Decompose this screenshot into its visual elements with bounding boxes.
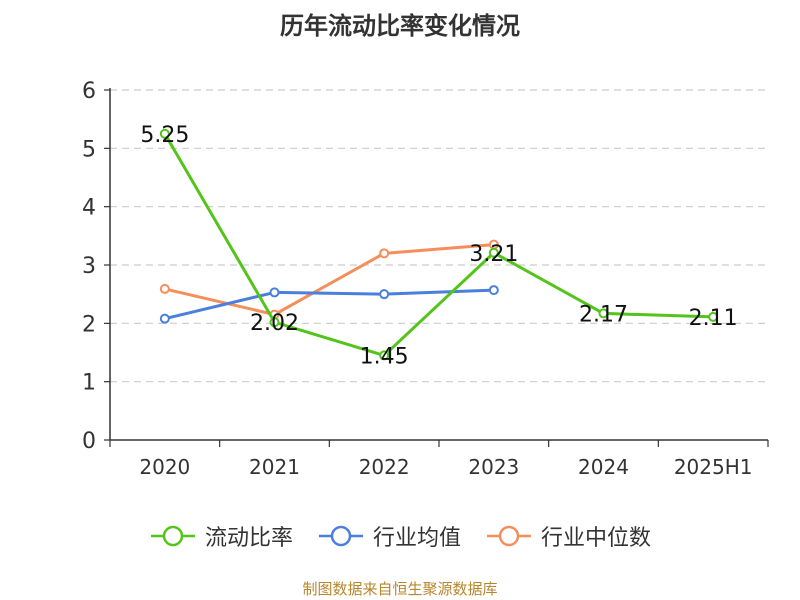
data-point[interactable] [708,311,719,322]
legend-label-series-2: 行业均值 [372,526,461,551]
y-tick-label: 6 [82,79,96,104]
data-point[interactable] [159,283,170,294]
legend-item-series-2[interactable]: 行业均值 [317,520,461,552]
x-tick-label: 2021 [249,455,300,479]
data-point[interactable] [269,287,280,298]
x-tick-label: 2025H1 [674,455,753,479]
data-point[interactable] [488,285,499,296]
data-label: 2.11 [689,306,738,331]
source-note: 制图数据来自恒生聚源数据库 [302,580,498,598]
data-label: 2.17 [579,302,628,327]
legend-line-circle-icon [150,525,195,547]
data-label: 1.45 [360,344,409,369]
data-point[interactable] [379,350,390,361]
x-tick-label: 2024 [578,455,629,479]
legend-label-series-3: 行业中位数 [541,526,652,551]
data-point[interactable] [488,247,499,258]
series-line-3 [164,243,494,317]
data-point[interactable] [269,317,280,328]
legend-item-series-1[interactable]: 流动比率 [149,520,293,552]
y-tick-label: 0 [82,429,96,454]
data-point[interactable] [379,248,390,259]
legend-item-series-3[interactable]: 行业中位数 [485,520,651,552]
legend-line-circle-icon [487,525,531,547]
data-label: 3.21 [469,242,518,267]
data-label: 5.25 [140,123,189,148]
data-point[interactable] [159,128,170,139]
legend-label-series-1: 流动比率 [204,526,293,551]
series-line-1 [163,132,714,357]
data-point[interactable] [598,308,609,319]
y-tick-label: 3 [82,254,96,279]
x-tick-label: 2022 [359,455,410,479]
x-tick-label: 2023 [468,455,519,479]
data-point[interactable] [159,313,170,324]
series-line-2 [164,288,494,321]
y-tick-label: 5 [82,137,96,162]
legend: 流动比率 行业均值 行业中位数 [0,520,800,552]
chart-title: 历年流动比率变化情况 [280,12,520,40]
x-tick-label: 2020 [139,455,190,479]
data-label: 2.02 [250,311,299,336]
data-point[interactable] [379,289,390,300]
y-tick-label: 4 [82,196,96,221]
y-tick-label: 1 [82,371,96,396]
y-tick-label: 2 [82,312,96,337]
legend-line-circle-icon [318,525,363,547]
